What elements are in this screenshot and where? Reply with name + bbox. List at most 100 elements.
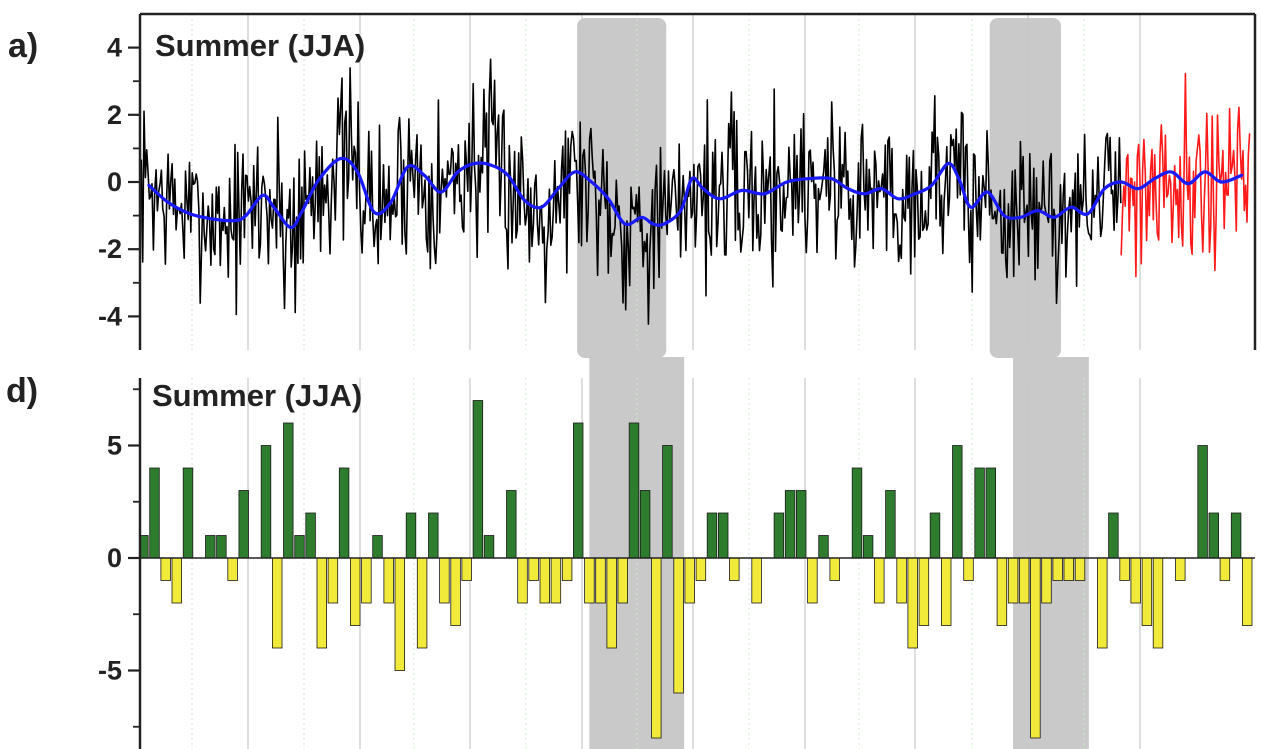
panel-d-bar-positive — [952, 445, 963, 559]
panel-a: 4 2 0 -2 -4 a) Summer (JJA) — [8, 12, 1257, 358]
panel-a-tick-label: -4 — [98, 301, 122, 331]
panel-d-bar-negative — [327, 557, 339, 604]
panel-d-bar-negative — [1063, 557, 1075, 581]
panel-d-bar-negative — [695, 557, 707, 581]
panel-a-tick-label: 4 — [107, 33, 122, 63]
panel-d-bar-negative — [1041, 557, 1052, 604]
panel-d-tick-label: -5 — [98, 656, 122, 686]
panel-a-series — [140, 58, 1251, 325]
panel-d-bar-negative — [996, 557, 1008, 626]
panel-d-bars — [140, 400, 1253, 739]
panel-d-bar-negative — [171, 557, 183, 604]
panel-a-shaded-periods — [577, 18, 1061, 358]
panel-d-bar-negative — [907, 557, 918, 649]
panel-d-bar-positive — [573, 422, 584, 559]
panel-d-bar-negative — [896, 557, 907, 604]
panel-d-bar-positive — [706, 512, 718, 559]
panel-d-bar-negative — [349, 557, 361, 626]
panel-a-shaded-period-2 — [989, 18, 1061, 358]
panel-d-bar-negative — [1175, 557, 1186, 581]
panel-d-bar-negative — [1242, 557, 1253, 626]
panel-d-bar-negative — [394, 557, 406, 671]
panel-d-bar-negative — [1219, 557, 1231, 581]
panel-d-bar-positive — [405, 512, 417, 559]
panel-d-title: Summer (JJA) — [152, 378, 362, 413]
panel-d-tick-label: 5 — [107, 431, 122, 461]
panel-d-shaded-period-2 — [1013, 357, 1089, 749]
panel-a-letter: a) — [8, 27, 38, 65]
panel-a-tick-label: 2 — [107, 100, 122, 130]
panel-d-bar-positive — [260, 445, 272, 559]
panel-d-bar-negative — [271, 557, 283, 649]
panel-d-bar-positive — [149, 467, 160, 559]
panel-d-bar-positive — [985, 467, 997, 559]
panel-d-bar-negative — [528, 557, 539, 581]
panel-d-bar-negative — [550, 557, 562, 604]
panel-d-bar-positive — [283, 422, 294, 559]
panel-a-series-smoothed — [147, 156, 1244, 229]
panel-d-bar-negative — [595, 557, 606, 604]
panel-d: 5 0 -5 d) Summer (JJA) — [6, 357, 1255, 749]
panel-d-bar-negative — [1030, 557, 1041, 739]
panel-d-bar-negative — [227, 557, 238, 581]
panel-d-bar-positive — [662, 445, 673, 559]
panel-d-bar-positive — [974, 467, 985, 559]
panel-d-bar-negative — [673, 557, 684, 694]
panel-d-bar-positive — [338, 467, 350, 559]
panel-d-bar-negative — [1152, 557, 1164, 649]
panel-d-bar-positive — [796, 490, 807, 559]
panel-d-bar-positive — [851, 467, 863, 559]
panel-d-bar-positive — [506, 490, 517, 559]
panel-d-bar-negative — [963, 557, 974, 581]
panel-d-bar-positive — [639, 490, 651, 559]
panel-d-bar-negative — [383, 557, 394, 604]
panel-a-title: Summer (JJA) — [155, 28, 365, 63]
panel-d-bar-positive — [862, 535, 874, 559]
panel-d-y-ticks: 5 0 -5 — [98, 388, 140, 728]
panel-d-bar-negative — [651, 557, 662, 739]
panel-d-bar-positive — [305, 512, 316, 559]
panel-d-bar-positive — [784, 490, 796, 559]
panel-d-bar-negative — [807, 557, 818, 604]
panel-d-bar-negative — [918, 557, 930, 626]
panel-d-bar-negative — [1130, 557, 1141, 604]
panel-d-bar-negative — [941, 557, 952, 626]
panel-d-bar-positive — [238, 490, 249, 559]
panel-d-bar-positive — [885, 490, 896, 559]
panel-d-bar-positive — [818, 535, 829, 559]
panel-d-bar-negative — [1119, 557, 1130, 581]
panel-d-bar-negative — [539, 557, 551, 604]
panel-d-bar-positive — [1108, 512, 1119, 559]
panel-d-bar-negative — [416, 557, 428, 649]
panel-d-bar-positive — [372, 535, 383, 559]
panel-d-bar-positive — [205, 535, 216, 559]
panel-d-bar-positive — [294, 535, 305, 559]
panel-d-bar-positive — [773, 512, 785, 559]
panel-d-bar-positive — [718, 512, 729, 559]
panel-d-bar-negative — [1019, 557, 1030, 604]
panel-d-bar-negative — [1007, 557, 1019, 604]
panel-d-bar-negative — [1141, 557, 1153, 626]
panel-d-bar-negative — [829, 557, 840, 581]
panel-a-shaded-period-1 — [577, 18, 667, 358]
panel-d-bar-negative — [361, 557, 372, 604]
panel-d-bar-negative — [751, 557, 762, 604]
panel-d-bar-negative — [729, 557, 740, 581]
panel-d-bar-negative — [316, 557, 328, 649]
panel-a-tick-label: 0 — [107, 167, 122, 197]
panel-d-bar-negative — [439, 557, 450, 604]
panel-d-bar-negative — [606, 557, 617, 649]
panel-d-bar-positive — [428, 512, 439, 559]
panel-d-bar-negative — [1097, 557, 1108, 649]
panel-d-bar-positive — [929, 512, 941, 559]
panel-d-tick-label: 0 — [107, 543, 122, 573]
panel-d-bar-negative — [160, 557, 171, 581]
panel-d-letter: d) — [6, 372, 38, 410]
panel-d-bar-negative — [461, 557, 472, 581]
panel-d-bar-positive — [216, 535, 227, 559]
panel-d-bar-positive — [1208, 512, 1220, 559]
panel-d-bar-positive — [628, 422, 640, 559]
panel-d-bar-negative — [617, 557, 629, 604]
panel-d-bar-negative — [584, 557, 595, 604]
